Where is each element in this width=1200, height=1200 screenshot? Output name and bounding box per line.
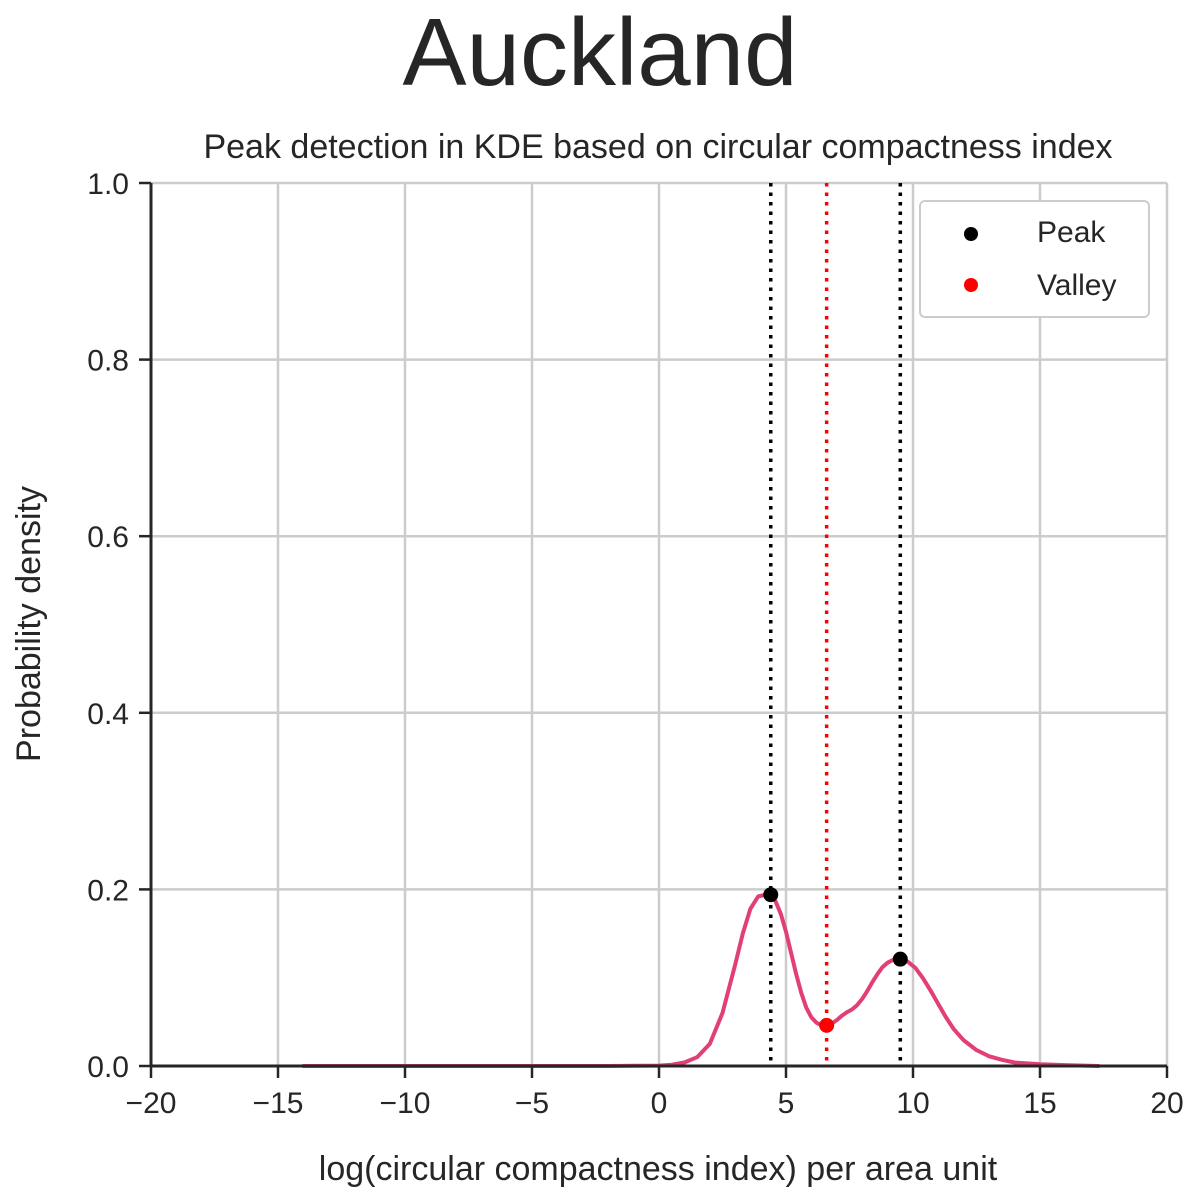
legend-valley-label: Valley <box>1037 269 1116 302</box>
y-tick-label: 0.0 <box>87 1051 129 1084</box>
y-tick-label: 1.0 <box>87 168 129 201</box>
reference-lines <box>769 183 903 1066</box>
x-tick-label: 20 <box>1150 1087 1183 1120</box>
y-tick-label: 0.6 <box>87 521 129 554</box>
x-tick-label: −5 <box>515 1087 549 1120</box>
chart-title: Peak detection in KDE based on circular … <box>203 128 1112 166</box>
legend-peak-marker <box>964 227 978 241</box>
x-tick-label: −10 <box>380 1087 431 1120</box>
legend-peak-label: Peak <box>1037 216 1106 249</box>
x-tick-label: 5 <box>778 1087 795 1120</box>
valley-point <box>819 1017 835 1033</box>
x-tick-label: −15 <box>253 1087 304 1120</box>
x-tick-label: 10 <box>896 1087 929 1120</box>
x-axis-label: log(circular compactness index) per area… <box>319 1150 998 1188</box>
legend-valley-marker <box>964 278 978 292</box>
kde-curve <box>301 892 1101 1068</box>
y-tick-label: 0.4 <box>87 698 129 731</box>
chart-suptitle: Auckland <box>403 0 798 106</box>
y-axis-label: Probability density <box>10 486 48 762</box>
axes <box>139 181 1169 1078</box>
x-tick-label: 15 <box>1023 1087 1056 1120</box>
y-tick-label: 0.2 <box>87 874 129 907</box>
kde-curve-group <box>301 892 1101 1068</box>
x-tick-label: −20 <box>126 1087 177 1120</box>
marker-points <box>763 887 908 1033</box>
grid-lines <box>151 181 1169 1066</box>
x-tick-label: 0 <box>651 1087 668 1120</box>
peak-point <box>763 887 779 903</box>
y-tick-label: 0.8 <box>87 345 129 378</box>
tick-labels: −20 −15 −10 −5 0 5 10 15 20 0.0 0.2 0.4 0.6 0.8 1.0 <box>87 168 1183 1120</box>
legend: Peak Valley <box>919 200 1150 318</box>
peak-point <box>892 951 908 967</box>
